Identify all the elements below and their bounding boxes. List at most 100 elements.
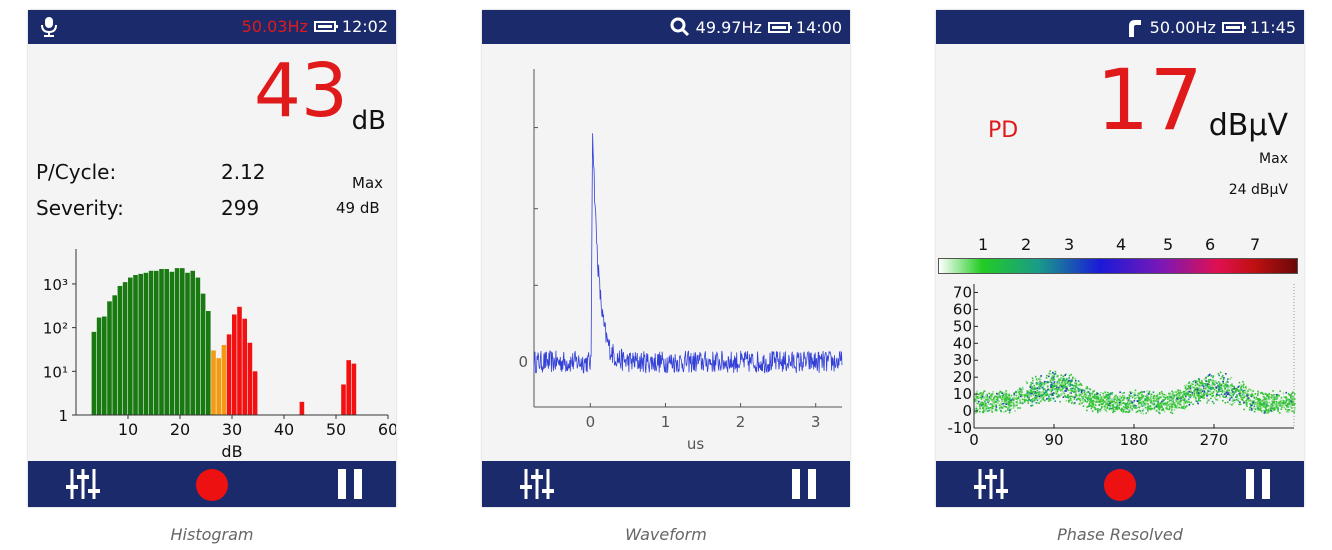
scatter-point xyxy=(1058,386,1061,388)
scatter-point xyxy=(1209,384,1212,387)
scatter-point xyxy=(1033,391,1036,394)
scatter-point xyxy=(1262,403,1265,405)
scatter-point xyxy=(1261,404,1264,406)
scatter-point xyxy=(1211,380,1214,382)
settings-sliders-icon[interactable] xyxy=(974,467,1008,501)
scatter-point xyxy=(1061,381,1063,383)
scatter-point xyxy=(981,405,983,408)
scatter-point xyxy=(1098,404,1101,407)
scatter-point xyxy=(1102,401,1105,404)
scatter-point xyxy=(1239,390,1242,393)
scatter-point xyxy=(1085,394,1087,397)
scatter-point xyxy=(1082,401,1085,403)
color-scale-labels: 1 2 3 4 5 6 7 xyxy=(936,235,1304,257)
scatter-point xyxy=(1251,392,1253,395)
scatter-point xyxy=(1190,395,1193,397)
scatter-point xyxy=(1099,400,1101,403)
histogram-bar xyxy=(128,277,133,415)
record-icon[interactable] xyxy=(196,469,228,501)
scatter-point xyxy=(1137,396,1140,399)
scatter-point xyxy=(1181,397,1184,399)
scatter-point xyxy=(1293,411,1295,414)
scatter-point xyxy=(978,410,981,413)
scatter-point xyxy=(983,396,985,398)
scatter-point xyxy=(1248,388,1251,391)
scatter-point xyxy=(1215,389,1218,392)
scatter-point xyxy=(1178,392,1180,394)
scatter-point xyxy=(1090,398,1093,401)
scatter-point xyxy=(1238,381,1241,384)
scatter-point xyxy=(1084,400,1087,403)
scatter-point xyxy=(1069,392,1071,394)
scatter-point xyxy=(1192,392,1195,394)
settings-sliders-icon[interactable] xyxy=(520,467,554,501)
scale-label: 5 xyxy=(1163,235,1174,254)
scatter-point xyxy=(1030,382,1033,384)
scatter-point xyxy=(1144,406,1147,409)
scatter-point xyxy=(1081,395,1083,398)
scatter-point xyxy=(1026,394,1029,397)
scatter-point xyxy=(1144,399,1147,402)
scatter-point xyxy=(1196,400,1199,403)
scatter-point xyxy=(1157,406,1159,408)
pause-icon[interactable] xyxy=(338,469,362,499)
scatter-point xyxy=(1218,387,1221,389)
scatter-point xyxy=(1270,396,1273,399)
scatter-point xyxy=(1206,401,1208,404)
scatter-point xyxy=(1115,407,1118,409)
record-icon[interactable] xyxy=(1104,469,1136,501)
scatter-point xyxy=(1105,394,1108,396)
scatter-point xyxy=(1009,399,1012,402)
histogram-bar xyxy=(341,384,346,415)
scatter-point xyxy=(1208,387,1211,390)
pause-icon[interactable] xyxy=(1246,469,1270,499)
scatter-point xyxy=(1218,389,1220,391)
scatter-point xyxy=(1072,385,1075,387)
scatter-point xyxy=(1221,390,1224,392)
scatter-point xyxy=(1194,381,1197,384)
scatter-point xyxy=(1177,406,1179,409)
scatter-point xyxy=(1049,393,1051,396)
scatter-point xyxy=(1036,379,1038,382)
scatter-point xyxy=(1062,391,1065,394)
reading-unit: dBµV xyxy=(1208,108,1288,143)
scatter-point xyxy=(1288,400,1291,402)
scatter-point xyxy=(1210,391,1212,393)
scatter-point xyxy=(1065,387,1068,390)
scatter-point xyxy=(1134,389,1137,392)
scatter-point xyxy=(1171,398,1174,400)
scatter-point xyxy=(1198,398,1200,400)
scatter-point xyxy=(1187,382,1190,385)
scatter-point xyxy=(1181,391,1184,394)
scatter-point xyxy=(1170,411,1172,414)
scatter-point xyxy=(1046,374,1048,377)
scatter-point xyxy=(1186,401,1189,404)
scatter-point xyxy=(982,391,985,394)
scatter-point xyxy=(1289,402,1292,404)
scatter-point xyxy=(1014,405,1016,408)
scatter-point xyxy=(1006,396,1009,399)
pause-icon[interactable] xyxy=(792,469,816,499)
scatter-point xyxy=(1177,401,1180,403)
scatter-point xyxy=(1201,390,1204,392)
scatter-point xyxy=(1254,403,1257,405)
scatter-point xyxy=(1159,406,1161,408)
scatter-point xyxy=(1179,401,1181,404)
scatter-point xyxy=(1003,402,1006,404)
scatter-point xyxy=(1005,390,1007,392)
scatter-point xyxy=(1207,394,1209,396)
scatter-point xyxy=(1053,381,1056,383)
scatter-point xyxy=(1039,378,1042,381)
scatter-point xyxy=(1112,408,1115,411)
scatter-point xyxy=(1270,409,1272,412)
scatter-point xyxy=(1292,401,1294,403)
scatter-point xyxy=(1231,395,1234,398)
scatter-point xyxy=(1291,398,1294,400)
settings-sliders-icon[interactable] xyxy=(66,467,100,501)
scatter-point xyxy=(1189,391,1192,394)
scatter-point xyxy=(1164,396,1167,399)
scatter-point xyxy=(1066,396,1069,398)
scatter-point xyxy=(1178,406,1181,409)
scatter-point xyxy=(1053,376,1055,378)
scatter-point xyxy=(1124,406,1126,409)
